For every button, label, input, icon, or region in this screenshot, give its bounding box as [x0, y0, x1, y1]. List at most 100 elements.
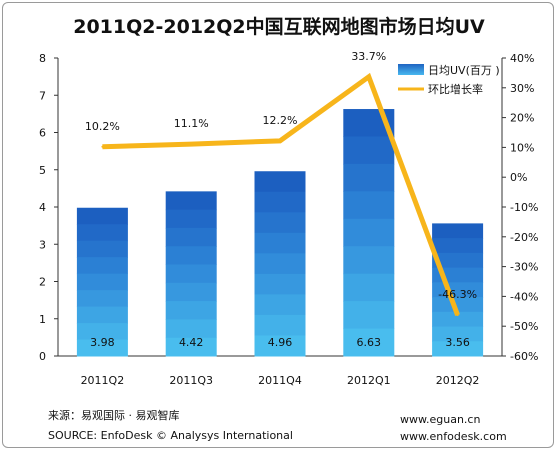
category-label: 2012Q2 — [436, 374, 480, 387]
bar-value-label: 4.96 — [268, 336, 293, 349]
bar-band — [254, 294, 306, 316]
bar-band — [165, 227, 217, 247]
bar-band — [254, 171, 306, 193]
right-tick-label: -60% — [510, 350, 538, 363]
bar-band — [76, 306, 128, 324]
bar-band — [165, 282, 217, 302]
bar-band — [343, 301, 395, 330]
bar-2011Q3 — [165, 191, 217, 357]
left-tick-label: 0 — [39, 350, 46, 363]
right-axis-ticks: -60% -50% -40% -30% -20% -10% 0% 10% 20% 30% 40% — [502, 52, 538, 363]
category-label: 2011Q2 — [81, 374, 125, 387]
bar-band — [432, 311, 484, 328]
growth-rate-point — [456, 314, 459, 317]
bar-value-label: 6.63 — [357, 336, 382, 349]
bar-band — [165, 264, 217, 284]
bar-band — [165, 209, 217, 229]
bar-band — [254, 232, 306, 254]
bar-2012Q2 — [432, 223, 484, 357]
legend-line-label: 环比增长率 — [428, 82, 483, 96]
bar-band — [254, 273, 306, 295]
bar-2011Q2 — [76, 207, 128, 357]
growth-rate-point — [190, 143, 193, 146]
bar-band — [76, 224, 128, 242]
bar-band — [165, 246, 217, 266]
bar-band — [432, 326, 484, 342]
left-tick-label: 5 — [39, 164, 46, 177]
legend: 日均UV(百万 ) 环比增长率 — [398, 64, 500, 96]
category-labels: 2011Q2 2011Q3 2011Q4 2012Q1 2012Q2 — [81, 374, 480, 387]
bar-band — [165, 337, 217, 357]
left-tick-label: 8 — [39, 52, 46, 65]
bar-band — [76, 240, 128, 258]
bar-band — [254, 212, 306, 234]
bar-band — [254, 314, 306, 336]
bar-value-label: 3.56 — [445, 336, 470, 349]
right-tick-label: 40% — [510, 52, 534, 65]
line-value-label: 11.1% — [174, 117, 209, 130]
footer: 来源：易观国际 · 易观智库 SOURCE: EnfoDesk © Analys… — [48, 408, 507, 443]
left-tick-label: 2 — [39, 276, 46, 289]
bar-value-labels: 3.98 4.42 4.96 6.63 3.56 — [90, 336, 470, 349]
bar-band — [343, 191, 395, 220]
line-series — [101, 72, 460, 317]
right-tick-label: -20% — [510, 231, 538, 244]
right-tick-label: 20% — [510, 112, 534, 125]
left-tick-label: 6 — [39, 127, 46, 140]
bar-band — [432, 223, 484, 239]
line-value-label: -46.3% — [438, 288, 477, 301]
bar-value-label: 4.42 — [179, 336, 204, 349]
bar-band — [343, 273, 395, 302]
left-tick-label: 1 — [39, 313, 46, 326]
bar-band — [76, 257, 128, 275]
bar-band — [165, 319, 217, 339]
bar-band — [343, 163, 395, 192]
bar-band — [432, 238, 484, 254]
right-tick-label: 0% — [510, 171, 527, 184]
line-value-label: 10.2% — [85, 120, 120, 133]
url-eguan: www.eguan.cn — [400, 413, 480, 426]
left-tick-label: 4 — [39, 201, 46, 214]
source-cn: 来源：易观国际 · 易观智库 — [48, 408, 180, 422]
legend-bar-swatch — [398, 64, 424, 75]
category-label: 2011Q4 — [258, 374, 302, 387]
right-tick-label: -10% — [510, 201, 538, 214]
right-tick-label: -50% — [510, 320, 538, 333]
bar-band — [343, 218, 395, 247]
legend-bar-label: 日均UV(百万 ) — [428, 64, 500, 77]
chart-title: 2011Q2-2012Q2中国互联网地图市场日均UV — [73, 15, 485, 38]
growth-rate-point — [367, 75, 370, 78]
left-axis-ticks: 0 1 2 3 4 5 6 7 8 — [39, 52, 58, 363]
bar-band — [254, 335, 306, 357]
bar-band — [76, 273, 128, 291]
bar-band — [76, 339, 128, 357]
line-value-label: 12.2% — [263, 114, 298, 127]
bar-band — [254, 253, 306, 275]
bar-band — [76, 290, 128, 308]
bar-band — [432, 297, 484, 313]
bar-band — [343, 246, 395, 275]
bar-value-label: 3.98 — [90, 336, 115, 349]
bar-band — [343, 328, 395, 357]
right-tick-label: -30% — [510, 261, 538, 274]
right-tick-label: 10% — [510, 141, 534, 154]
left-tick-label: 3 — [39, 238, 46, 251]
bar-band — [432, 341, 484, 357]
bar-band — [165, 191, 217, 211]
growth-rate-point — [279, 139, 281, 142]
url-enfodesk: www.enfodesk.com — [400, 430, 507, 443]
bar-2011Q4 — [254, 171, 306, 357]
bar-band — [254, 191, 306, 213]
bar-band — [165, 301, 217, 320]
bar-2012Q1 — [343, 109, 395, 357]
right-tick-label: 30% — [510, 82, 534, 95]
category-label: 2012Q1 — [347, 374, 391, 387]
bar-series — [76, 109, 484, 357]
bar-band — [343, 136, 395, 165]
right-tick-label: -40% — [510, 290, 538, 303]
line-value-labels: 10.2% 11.1% 12.2% 33.7% -46.3% — [85, 50, 477, 301]
growth-rate-point — [101, 145, 104, 148]
bar-band — [76, 323, 128, 341]
bar-band — [432, 252, 484, 269]
